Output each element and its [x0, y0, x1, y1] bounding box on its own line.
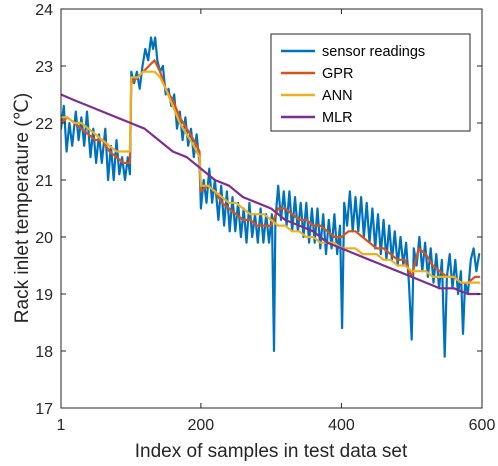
y-tick-label-6: 23 [35, 59, 53, 76]
legend-label-0: sensor readings [322, 44, 425, 60]
y-tick-label-4: 21 [35, 173, 53, 190]
tick-layer: 1 200 400 600 17 18 19 20 21 22 23 24 [35, 2, 495, 434]
series-line-2 [61, 70, 481, 284]
y-tick-label-1: 18 [35, 344, 53, 361]
series-line-0 [61, 36, 481, 358]
x-tick-label-3: 600 [469, 417, 496, 434]
series-line-3 [61, 93, 481, 296]
x-tick-label-1: 200 [188, 417, 215, 434]
y-tick-label-3: 20 [35, 230, 53, 247]
y-tick-label-2: 19 [35, 287, 53, 304]
y-tick-label-0: 17 [35, 401, 53, 418]
legend-label-3: MLR [322, 110, 353, 126]
series-layer [61, 36, 481, 358]
x-axis-label: Index of samples in test data set [135, 441, 408, 462]
y-tick-label-7: 24 [35, 2, 53, 19]
plot-frame [60, 8, 483, 409]
legend-label-1: GPR [322, 66, 353, 82]
y-axis-label: Rack inlet temperature (℃) [12, 93, 33, 323]
y-tick-label-5: 22 [35, 116, 53, 133]
x-tick-label-2: 400 [328, 417, 355, 434]
legend: sensor readings GPR ANN MLR [270, 33, 471, 132]
x-tick-label-0: 1 [57, 417, 66, 434]
legend-label-2: ANN [322, 88, 353, 104]
